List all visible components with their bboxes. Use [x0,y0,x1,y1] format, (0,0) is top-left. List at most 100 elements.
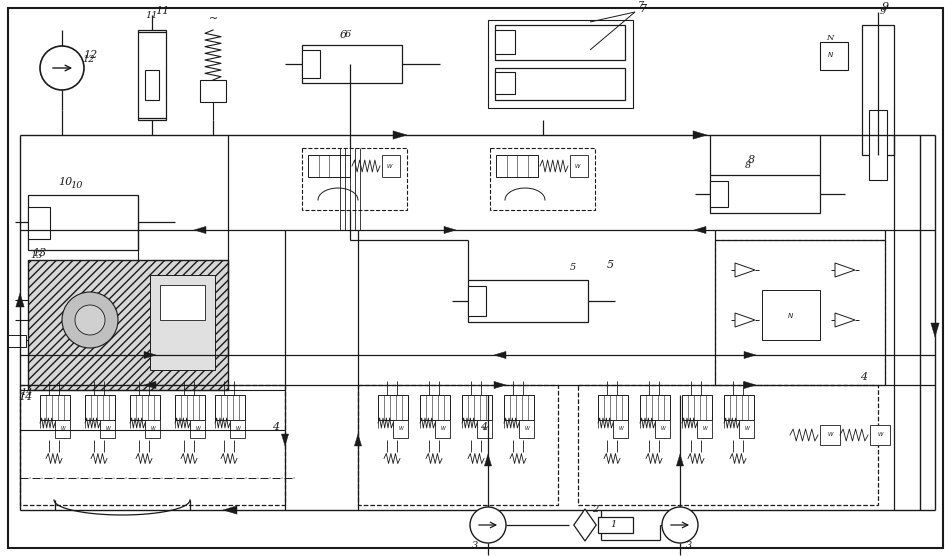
Bar [28,207,50,239]
Text: 12: 12 [82,55,94,64]
Text: 13: 13 [30,251,43,260]
Bar [495,68,625,100]
Polygon shape [223,506,237,514]
Bar [378,395,408,420]
Bar [55,420,70,438]
Bar [230,420,245,438]
Bar [640,395,670,420]
Bar [190,420,205,438]
Text: N: N [826,34,833,42]
Bar [215,395,245,420]
Text: 14: 14 [20,388,32,397]
Bar [435,420,450,438]
Bar [145,420,160,438]
Text: 9: 9 [880,7,886,16]
Bar [302,148,407,210]
Polygon shape [16,293,24,307]
Polygon shape [693,131,707,139]
Polygon shape [835,263,855,277]
Bar [382,155,400,177]
Text: W: W [744,426,749,431]
Circle shape [75,305,105,335]
Text: W: W [235,426,240,431]
Bar [85,395,115,420]
Text: W: W [60,426,65,431]
Polygon shape [355,434,361,446]
Bar [302,50,320,78]
Text: 11: 11 [145,11,158,20]
Bar [145,70,159,100]
Text: ~: ~ [209,14,218,24]
Bar [598,517,633,533]
Text: W: W [150,426,155,431]
Text: W: W [524,426,529,431]
Bar [869,110,887,180]
Bar [697,420,712,438]
Text: 8: 8 [745,161,751,170]
Text: W: W [440,426,445,431]
Text: W: W [195,426,200,431]
Text: 6: 6 [340,30,347,40]
Circle shape [40,46,84,90]
Bar [495,30,515,54]
Text: 2: 2 [592,505,598,514]
Bar [578,385,878,505]
Text: 5: 5 [570,263,576,272]
Text: 10: 10 [58,177,72,187]
Bar [739,420,754,438]
Bar [150,275,215,370]
Bar [302,45,402,83]
Text: 8: 8 [748,155,755,165]
Text: W: W [660,426,665,431]
Bar [138,30,166,120]
Bar [820,425,840,445]
Text: W: W [877,433,883,438]
Bar [477,420,492,438]
Polygon shape [393,131,407,139]
Text: 3: 3 [686,541,692,550]
Polygon shape [744,381,756,389]
Text: W: W [702,426,707,431]
Bar [724,395,754,420]
Bar [655,420,670,438]
Text: 10: 10 [70,181,83,190]
Polygon shape [735,263,755,277]
Bar [598,395,628,420]
Bar [200,80,226,102]
Bar [870,425,890,445]
Bar [8,335,26,347]
Text: W: W [827,433,833,438]
Text: 4: 4 [480,422,487,432]
Bar [682,395,712,420]
Bar [28,260,228,390]
Bar [130,395,160,420]
Bar [468,280,588,322]
Polygon shape [144,351,156,359]
Text: W: W [386,163,392,168]
Bar [762,290,820,340]
Bar [504,395,534,420]
Polygon shape [484,454,492,466]
Polygon shape [676,454,684,466]
Bar [358,385,558,505]
Text: 12: 12 [83,50,97,60]
Bar [715,240,885,385]
Bar [496,155,538,177]
Bar [308,155,350,177]
Bar [862,25,894,155]
Circle shape [62,292,118,348]
Text: 7: 7 [640,4,647,14]
Polygon shape [444,226,456,234]
Polygon shape [744,351,756,359]
Text: 4: 4 [272,422,280,432]
Text: W: W [574,163,580,168]
Bar [710,175,820,213]
Bar [710,181,728,207]
Text: 1: 1 [610,520,616,529]
Text: 11: 11 [155,6,169,16]
Polygon shape [931,323,940,337]
Bar [100,420,115,438]
Polygon shape [144,381,156,389]
Bar [420,395,450,420]
Text: 5: 5 [607,260,614,270]
